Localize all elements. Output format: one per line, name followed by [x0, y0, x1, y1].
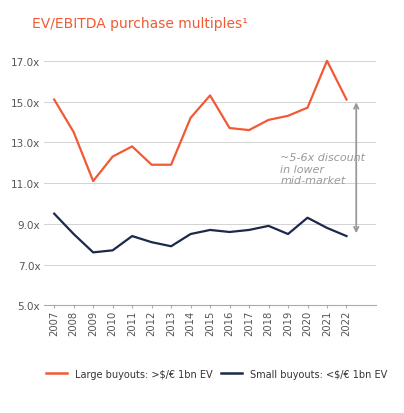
- Text: ~5-6x discount
in lower
mid-market: ~5-6x discount in lower mid-market: [280, 153, 365, 186]
- Legend: Large buyouts: >$/€ 1bn EV, Small buyouts: <$/€ 1bn EV: Large buyouts: >$/€ 1bn EV, Small buyout…: [46, 369, 387, 379]
- Text: EV/EBITDA purchase multiples¹: EV/EBITDA purchase multiples¹: [32, 17, 248, 31]
